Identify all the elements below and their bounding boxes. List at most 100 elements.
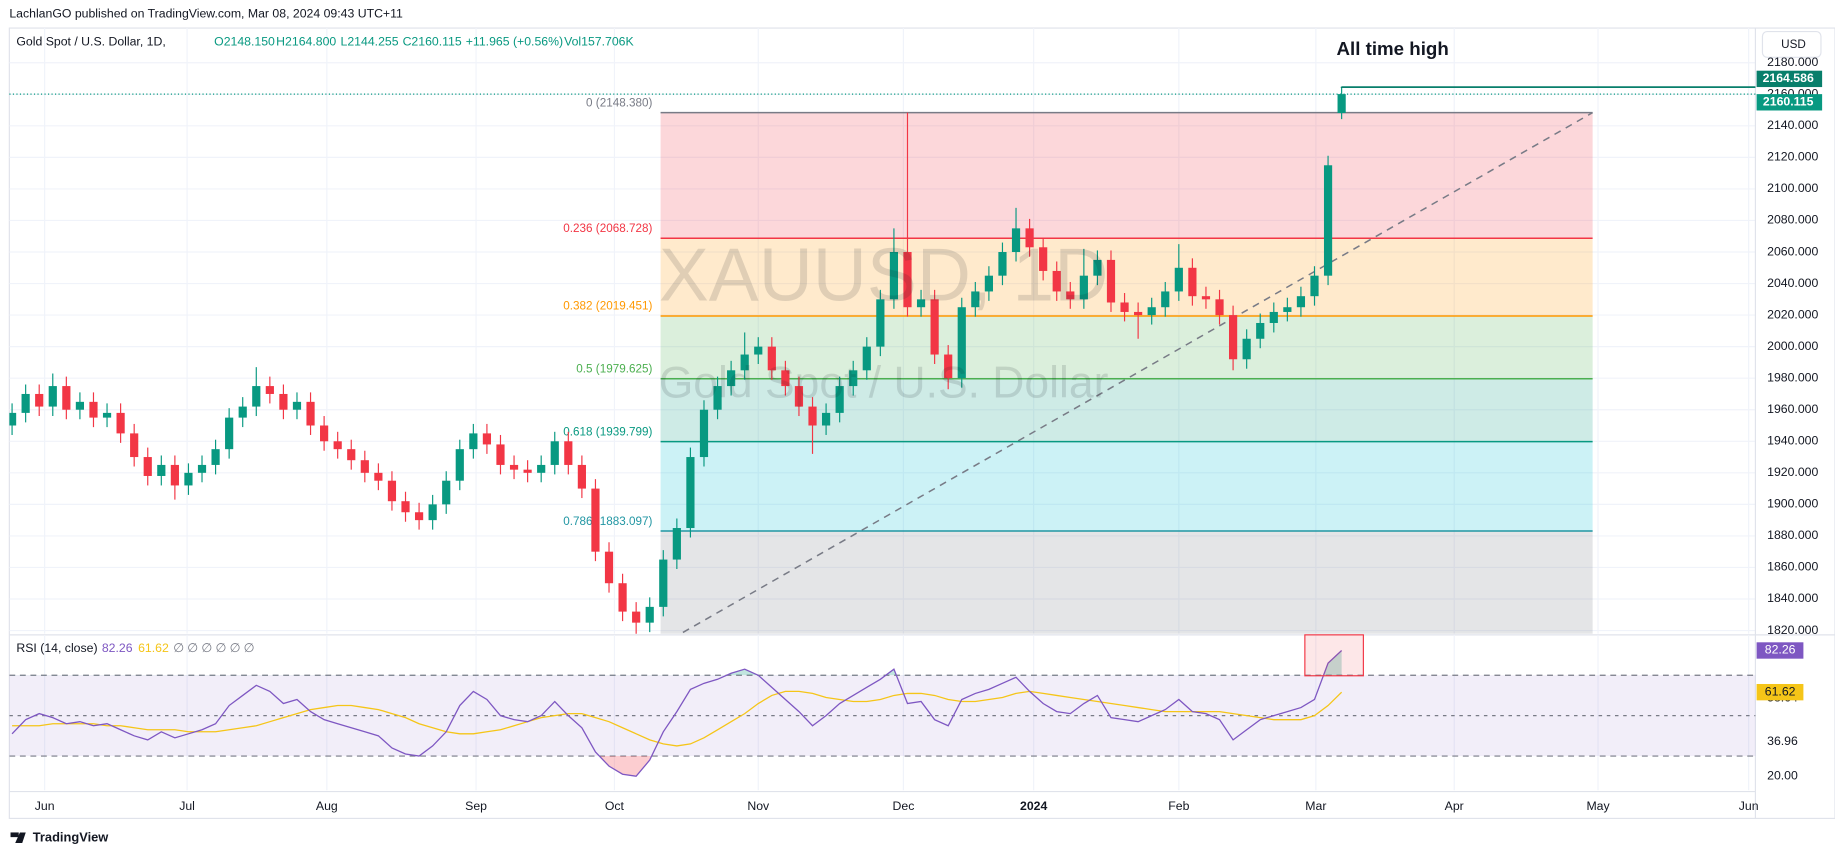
candle-body — [1296, 296, 1306, 308]
candle-body — [21, 393, 30, 413]
candle-body — [1174, 267, 1183, 292]
candle-body — [130, 433, 139, 458]
candle-body — [428, 504, 437, 521]
fib-label: 0.382 (2019.451) — [563, 300, 652, 313]
candle-body — [211, 449, 220, 465]
symbol-title: Gold Spot / U.S. Dollar, 1D, — [16, 34, 165, 48]
y-tick-label: 1820.000 — [1767, 623, 1818, 637]
candle-body — [699, 409, 709, 458]
candle-body — [1310, 275, 1319, 297]
candle-body — [618, 583, 627, 612]
candle-body — [1228, 315, 1238, 360]
value-marker — [1756, 642, 1804, 659]
candle-body — [849, 370, 858, 387]
rsi-tick-label: 20.00 — [1767, 768, 1798, 782]
candle-body — [984, 275, 993, 292]
legend-value: L2144.255 — [341, 34, 399, 48]
candle-body — [1256, 322, 1265, 339]
candle-body — [496, 444, 505, 465]
currency-button[interactable] — [1761, 30, 1822, 58]
candle-body — [523, 469, 532, 473]
y-tick-label: 2040.000 — [1767, 276, 1818, 290]
candle-body — [455, 449, 464, 481]
fib-label: 0.236 (2068.728) — [563, 222, 652, 235]
rsi-band — [9, 675, 1756, 757]
candle-body — [116, 412, 125, 434]
y-tick-label: 1920.000 — [1767, 465, 1818, 479]
overbought-box — [1304, 634, 1364, 677]
candle-body — [170, 464, 179, 486]
y-tick-label: 2140.000 — [1767, 118, 1818, 132]
currency[interactable]: USD — [1781, 38, 1806, 51]
x-tick-label: Feb — [1168, 799, 1189, 813]
candle-body — [401, 501, 410, 513]
x-tick-label: May — [1586, 799, 1610, 813]
value-marker — [1756, 683, 1804, 701]
y-tick-label: 1880.000 — [1767, 528, 1818, 542]
x-tick-label: 2024 — [1020, 799, 1047, 813]
y-tick-label: 2000.000 — [1767, 339, 1818, 353]
candle-body — [632, 611, 641, 623]
candle-body — [1093, 259, 1102, 276]
x-tick-label: Sep — [465, 799, 487, 813]
candle-body — [265, 386, 274, 394]
candle-body — [645, 606, 654, 623]
candle-body — [387, 480, 397, 502]
candle-body — [1161, 291, 1170, 308]
price-marker — [1756, 70, 1823, 88]
candle-body — [930, 299, 939, 355]
y-tick-label: 1940.000 — [1767, 434, 1818, 448]
y-tick-label: 1860.000 — [1767, 560, 1818, 574]
candle-body — [442, 480, 451, 505]
x-tick-label: Apr — [1445, 799, 1464, 813]
candle-body — [143, 457, 152, 476]
y-tick-label: 1980.000 — [1767, 370, 1818, 384]
candle-body — [537, 464, 546, 473]
legend-value: 82.26 — [102, 641, 133, 655]
x-tick-label: Nov — [747, 799, 770, 813]
legend-value: 61.62 — [138, 641, 169, 655]
y-tick-label: 1840.000 — [1767, 591, 1818, 605]
candle-body — [1039, 247, 1048, 271]
candle-body — [550, 441, 559, 465]
brand: TradingView — [33, 830, 110, 845]
candle-body — [944, 354, 953, 379]
candle-body — [509, 464, 519, 470]
legend-value: H2164.800 — [276, 34, 336, 48]
candle-body — [1201, 296, 1211, 300]
candle-body — [713, 386, 722, 410]
value-marker-label: 82.26 — [1765, 643, 1796, 657]
candle-body — [1147, 307, 1156, 316]
fib-zone — [660, 112, 1593, 239]
candle-body — [672, 528, 681, 560]
price-marker-label: 2160.115 — [1763, 95, 1814, 109]
candle-body — [292, 401, 302, 410]
rsi-pane — [9, 634, 1756, 791]
candle-body — [794, 386, 804, 407]
fib-zone — [660, 441, 1593, 532]
candle-body — [306, 401, 315, 426]
candle-body — [781, 370, 790, 387]
y-tick-label: 1960.000 — [1767, 402, 1818, 416]
candle-body — [659, 559, 668, 607]
candle-body — [889, 252, 899, 300]
candle-body — [1106, 259, 1116, 303]
candle-body — [686, 457, 695, 529]
candle-body — [252, 386, 261, 407]
candle-body — [727, 370, 736, 387]
candle-body — [414, 512, 424, 521]
rsi-title: RSI (14, close) — [16, 641, 97, 655]
candle-body — [998, 252, 1007, 276]
y-tick-label: 2180.000 — [1767, 55, 1818, 69]
candle-body — [62, 386, 71, 410]
legend-value: Vol157.706K — [564, 34, 634, 48]
candle-body — [1134, 311, 1143, 316]
candle-body — [1188, 267, 1197, 297]
candle-body — [740, 354, 749, 371]
candle-body — [1079, 275, 1088, 300]
candle-body — [48, 386, 57, 407]
candle-body — [916, 299, 926, 308]
candle-body — [279, 393, 288, 410]
x-tick-label: Jun — [35, 799, 55, 813]
candle-body — [1269, 311, 1278, 323]
